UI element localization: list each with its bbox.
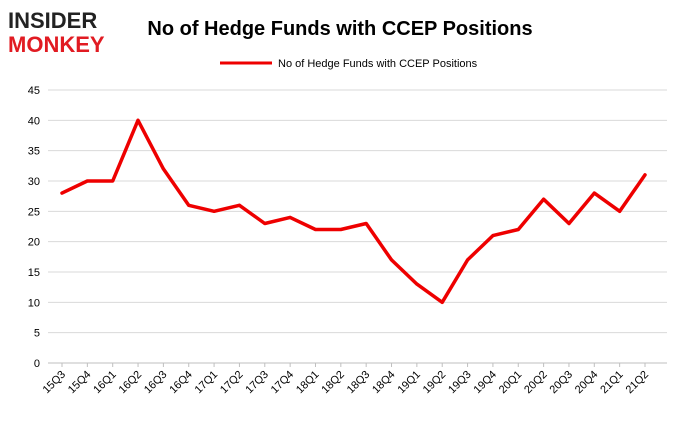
data-point — [567, 221, 571, 225]
data-point — [288, 215, 292, 219]
y-tick-label: 20 — [28, 237, 40, 249]
data-point — [111, 179, 115, 183]
data-point — [390, 258, 394, 262]
x-tick-label: 16Q1 — [91, 369, 119, 397]
y-tick-label: 25 — [28, 206, 40, 218]
plot-area: 0 5 10 15 20 25 30 35 40 45 15Q315Q416Q116Q216Q316… — [28, 85, 667, 396]
x-tick-label: 21Q2 — [624, 369, 652, 397]
series-line — [60, 118, 647, 305]
data-point — [339, 228, 343, 232]
legend-label: No of Hedge Funds with CCEP Positions — [278, 58, 478, 70]
x-tick-label: 20Q1 — [497, 369, 525, 397]
x-tick-label: 16Q4 — [167, 369, 195, 397]
y-tick-label: 30 — [28, 176, 40, 188]
data-point — [161, 167, 165, 171]
y-tick-label: 35 — [28, 146, 40, 158]
x-tick-label: 18Q1 — [294, 369, 322, 397]
y-tick-label: 0 — [34, 358, 40, 370]
x-tick-label: 20Q2 — [522, 369, 550, 397]
data-point — [263, 221, 267, 225]
data-point — [415, 282, 419, 286]
logo-line1: INSIDER — [8, 8, 97, 33]
x-tick-label: 18Q2 — [319, 369, 347, 397]
x-tick-label: 19Q1 — [395, 369, 423, 397]
y-tick-label: 40 — [28, 115, 40, 127]
x-tick-label: 17Q4 — [269, 369, 297, 397]
data-point — [212, 209, 216, 213]
chart-title: No of Hedge Funds with CCEP Positions — [147, 18, 532, 40]
data-point — [516, 228, 520, 232]
x-tick-label: 19Q3 — [446, 369, 474, 397]
data-point — [364, 221, 368, 225]
data-point — [491, 234, 495, 238]
data-point — [187, 203, 191, 207]
x-tick-label: 17Q1 — [193, 369, 221, 397]
data-point — [542, 197, 546, 201]
x-tick-label: 19Q2 — [421, 369, 449, 397]
x-tick-label: 16Q3 — [142, 369, 170, 397]
x-tick-label: 21Q1 — [598, 369, 626, 397]
logo-line2: MONKEY — [8, 32, 105, 57]
data-point — [85, 179, 89, 183]
data-point — [592, 191, 596, 195]
data-point — [136, 118, 140, 122]
x-tick-label: 19Q4 — [472, 369, 500, 397]
x-tick-label: 20Q4 — [573, 369, 601, 397]
legend: No of Hedge Funds with CCEP Positions — [220, 58, 478, 70]
data-point — [237, 203, 241, 207]
x-tick-label: 15Q4 — [66, 369, 94, 397]
data-point — [466, 258, 470, 262]
x-tick-label: 18Q4 — [370, 369, 398, 397]
data-point — [313, 228, 317, 232]
x-tick-label: 17Q2 — [218, 369, 246, 397]
data-point — [643, 173, 647, 177]
x-tick-label: 16Q2 — [117, 369, 145, 397]
x-tick-label: 15Q3 — [41, 369, 69, 397]
y-tick-label: 45 — [28, 85, 40, 97]
x-tick-label: 18Q3 — [345, 369, 373, 397]
y-tick-label: 10 — [28, 297, 40, 309]
x-tick-label: 17Q3 — [243, 369, 271, 397]
data-point — [60, 191, 64, 195]
y-tick-label: 15 — [28, 267, 40, 279]
data-point — [618, 209, 622, 213]
insider-monkey-logo: INSIDER MONKEY — [8, 8, 105, 57]
y-tick-label: 5 — [34, 328, 40, 340]
data-point — [440, 300, 444, 304]
x-tick-label: 20Q3 — [548, 369, 576, 397]
